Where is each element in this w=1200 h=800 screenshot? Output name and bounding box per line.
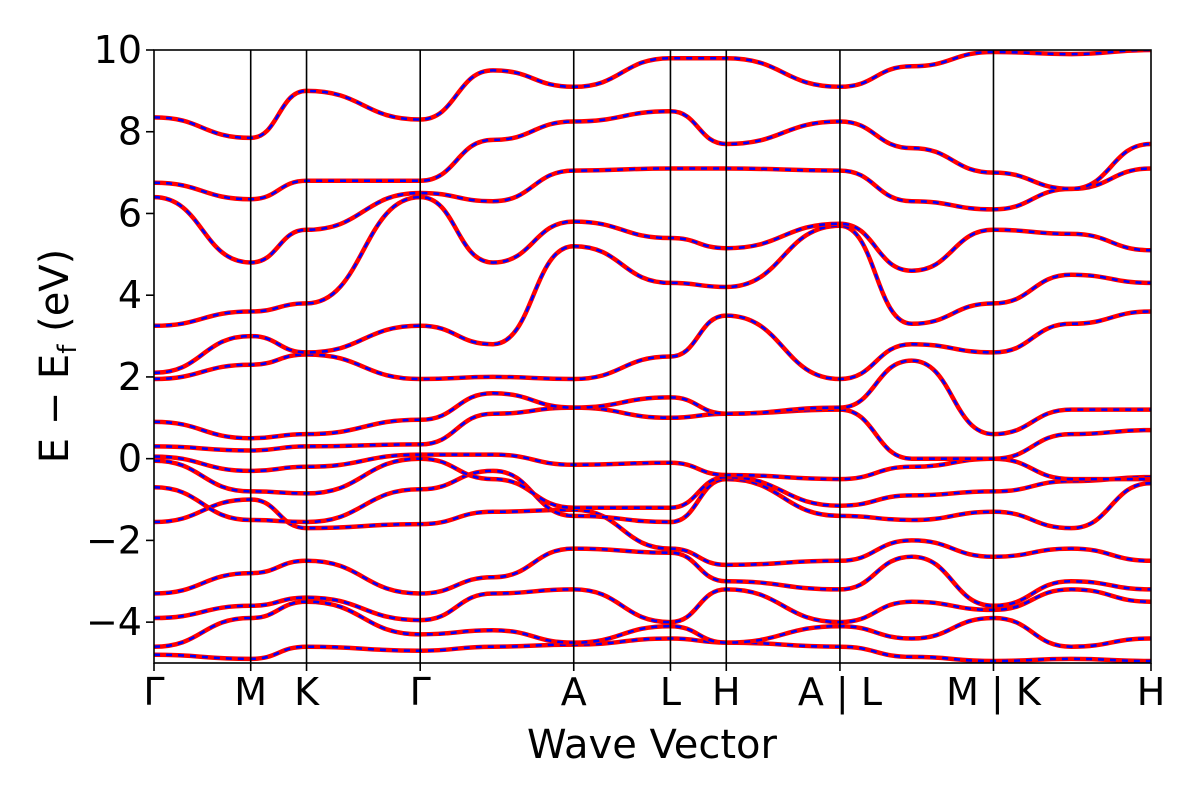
band-15-wannier-line <box>154 110 1151 201</box>
band-13-dft-line <box>154 194 1151 329</box>
band-11 <box>154 309 1151 382</box>
band-13 <box>154 194 1151 329</box>
band-1-wannier-line <box>154 637 1151 663</box>
band-10-dft-line <box>154 358 1151 441</box>
y-tick-label: 2 <box>118 355 142 399</box>
x-tick-label: M | K <box>946 670 1042 715</box>
y-tick-label: −4 <box>86 600 142 644</box>
y-axis-label: E − Ef (eV) <box>32 249 83 464</box>
band-11-dft-line <box>154 309 1151 382</box>
x-axis-label: Wave Vector <box>527 722 778 768</box>
x-tick-label: A <box>561 670 587 714</box>
y-tick-label: −2 <box>86 518 142 562</box>
x-tick-label: H <box>1137 670 1166 714</box>
y-tick-label: 6 <box>118 191 142 235</box>
y-tick-label: 0 <box>118 437 142 481</box>
y-axis-label-subscript: f <box>53 344 83 354</box>
x-tick-label: A | L <box>798 670 882 715</box>
x-tick-label: Γ <box>143 670 164 714</box>
band-16-wannier-line <box>154 50 1151 140</box>
x-tick-label: L <box>660 670 681 714</box>
band-6-dft-line <box>154 468 1151 531</box>
band-lines <box>154 50 1151 663</box>
band-10 <box>154 358 1151 441</box>
band-5-wannier-line <box>154 498 1151 567</box>
x-tick-label: M <box>234 670 267 714</box>
y-axis-label-main: E − E <box>32 354 78 464</box>
plot-frame <box>153 49 1152 664</box>
band-6 <box>154 468 1151 531</box>
y-tick-label: 4 <box>118 273 142 317</box>
band-13-wannier-line <box>154 195 1151 328</box>
band-1 <box>154 636 1151 663</box>
x-tick-label: Γ <box>410 670 431 714</box>
x-tick-label: K <box>294 670 320 714</box>
high-symmetry-lines <box>249 50 995 663</box>
band-15 <box>154 109 1151 202</box>
band-11-wannier-line <box>154 310 1151 381</box>
band-16-dft-line <box>154 50 1151 141</box>
y-axis: −4 −2 0 2 4 6 8 10 <box>86 28 154 644</box>
band-15-dft-line <box>154 109 1151 202</box>
y-tick-label: 10 <box>94 28 142 72</box>
band-16 <box>154 50 1151 141</box>
y-tick-label: 8 <box>118 110 142 154</box>
y-axis-label-unit: (eV) <box>32 249 78 345</box>
band-1-dft-line <box>154 636 1151 663</box>
x-tick-label: H <box>712 670 741 714</box>
